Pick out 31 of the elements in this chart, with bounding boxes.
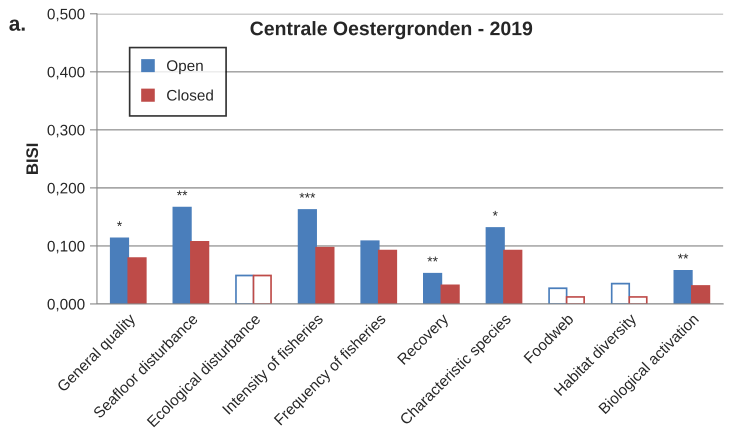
chart-title: Centrale Oestergronden - 2019 (250, 21, 532, 40)
bar (360, 240, 380, 304)
bar (127, 257, 147, 304)
y-tick-label: 0,200 (48, 182, 85, 196)
y-tick-label: 0,000 (48, 298, 85, 312)
text: a. (9, 19, 25, 31)
bar (673, 270, 693, 304)
data-label: * (492, 210, 498, 216)
bar (378, 250, 398, 304)
legend-label: Closed (167, 89, 213, 101)
y-tick-label: 0,300 (48, 124, 85, 138)
y-tick-label: 0,100 (48, 240, 85, 254)
y-tick-label: 0,500 (48, 8, 85, 22)
bar (315, 246, 334, 304)
bar (190, 241, 210, 304)
bar (691, 285, 710, 304)
bar (503, 250, 522, 304)
data-label: ** (427, 256, 438, 262)
bar (423, 272, 442, 304)
data-label: * (117, 221, 122, 226)
data-label: ** (678, 254, 688, 259)
y-axis-title: BISI (26, 144, 38, 174)
bar (172, 206, 192, 304)
data-label: *** (299, 192, 316, 198)
data-label: ** (176, 190, 188, 196)
bar (298, 209, 317, 304)
bar (440, 284, 460, 304)
y-tick-label: 0,400 (48, 66, 85, 80)
legend-label: Open (167, 60, 203, 74)
bar (110, 238, 130, 304)
bar (486, 227, 505, 304)
